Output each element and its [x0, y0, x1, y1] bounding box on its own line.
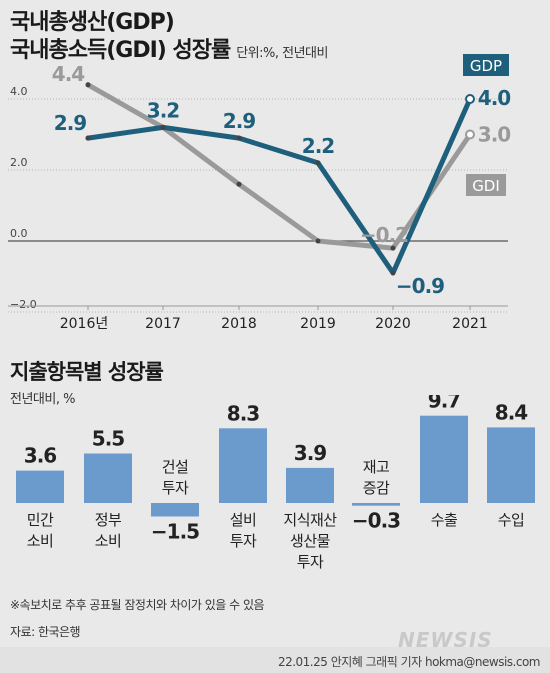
series-line-gdp — [85, 96, 473, 276]
bar-category-label: 민간 — [27, 511, 54, 529]
legend-label-gdi: GDI — [472, 177, 500, 195]
y-tick-label: −2.0 — [10, 298, 37, 311]
gdp-data-label: 2.2 — [302, 134, 335, 158]
bar-category-label: 재고 — [363, 458, 390, 476]
bar-value-label: −1.5 — [151, 520, 199, 544]
series-line-gdi — [85, 82, 473, 251]
line-chart-title-line2: 국내총소득(GDI) 성장률 단위:%, 전년대비 — [10, 32, 328, 64]
legend-label-gdp: GDP — [470, 57, 502, 75]
line-chart-series — [85, 82, 475, 276]
bar-category-label: 투자 — [230, 532, 257, 550]
bar-chart-value-labels: 3.6 5.5 −1.5 8.3 3.9 −0.3 9.7 8.4 — [24, 395, 529, 544]
source: 자료: 한국은행 — [10, 625, 81, 639]
x-tick-label: 2017 — [145, 316, 181, 332]
bar — [151, 503, 199, 517]
series-point-gdp — [390, 270, 396, 276]
bar-value-label: 8.4 — [495, 400, 528, 424]
series-point-gdp — [236, 135, 242, 141]
bar-value-label: 3.9 — [294, 441, 327, 465]
bar-category-label: 설비 — [230, 511, 257, 529]
credit: 22.01.25 안지혜 그래픽 기자 hokma@newsis.com — [277, 655, 541, 669]
bar-category-label: 지식재산 — [283, 511, 337, 529]
x-tick-label: 2020 — [375, 316, 411, 332]
series-point-gdp — [160, 124, 166, 130]
bar-category-label: 투자 — [297, 553, 324, 571]
bar-value-label: 8.3 — [227, 401, 260, 425]
bar — [286, 467, 334, 503]
bar-chart-bars — [16, 415, 535, 517]
bar-category-label: 생산물 — [290, 532, 330, 550]
bar — [352, 503, 400, 506]
footnote: ※속보치로 추후 공표될 잠정치와 차이가 있을 수 있음 — [10, 598, 265, 612]
series-point-gdp — [465, 94, 475, 104]
bar-value-label: 5.5 — [92, 427, 125, 451]
line-chart-unit: 단위:%, 전년대비 — [236, 46, 328, 61]
line-chart-legend: GDP GDI — [463, 54, 509, 196]
bar-chart: 3.65.5−1.58.33.9−0.39.7 8.4 민간소비정부소비건설투자설… — [16, 395, 535, 571]
bar-value-label: 3.6 — [24, 444, 57, 468]
x-tick-label: 2021 — [452, 316, 488, 332]
line-chart-y-ticks: 4.0 2.0 0.0 −2.0 — [10, 85, 37, 311]
gdi-data-label: −0.2 — [360, 223, 408, 247]
line-chart-grid — [8, 98, 508, 313]
bar — [16, 470, 64, 503]
y-tick-label: 2.0 — [10, 156, 28, 169]
bar-category-label: 소비 — [27, 532, 54, 550]
line-chart-title-line1: 국내총생산(GDP) — [10, 10, 175, 35]
bar-category-label: 건설 — [162, 458, 189, 476]
bar-category-label: 수입 — [498, 511, 525, 529]
series-point-gdi — [465, 129, 475, 140]
bar-category-label: 정부 — [95, 511, 122, 529]
legend-swatch-gdp — [463, 54, 509, 76]
x-tick-label: 2018 — [221, 316, 257, 332]
gdp-data-label: 3.2 — [147, 98, 180, 122]
x-tick-label: 2016년 — [60, 316, 109, 332]
series-point-gdi — [390, 245, 396, 251]
series-point-gdp — [315, 160, 321, 166]
bar — [219, 428, 267, 503]
legend-swatch-gdi — [466, 174, 506, 196]
gdp-data-label: 2.9 — [223, 109, 256, 133]
bar-chart-title: 지출항목별 성장률 — [10, 360, 164, 384]
gdi-data-label: 4.4 — [52, 62, 85, 86]
bar-category-label: 투자 — [162, 479, 189, 497]
bar — [487, 427, 535, 503]
gdp-data-label: −0.9 — [396, 274, 444, 298]
line-chart: 4.02.00.0−2.0 2016년 2017 2018 2019 2020 2021 … — [8, 54, 512, 332]
bar — [84, 453, 132, 503]
x-tick-label: 2019 — [300, 316, 336, 332]
y-tick-label: 4.0 — [10, 85, 28, 98]
bar-chart-unit: 전년대비, % — [10, 392, 75, 407]
bar — [420, 415, 468, 503]
series-point-gdi — [315, 238, 321, 244]
footer-bar — [0, 647, 550, 673]
bar-category-label: 증감 — [363, 479, 390, 497]
bar-value-label: 9.7 — [428, 395, 461, 413]
line-chart-title-text: 국내총소득(GDI) 성장률 — [10, 38, 231, 63]
y-tick-label: 0.0 — [10, 227, 28, 240]
series-point-gdi — [236, 181, 242, 187]
line-chart-data-labels: 2.9 3.2 2.9 2.2 −0.9 4.0 4.4 −0.2 3.0 — [52, 62, 512, 298]
gdi-data-label: 3.0 — [478, 123, 511, 147]
series-point-gdp — [85, 135, 91, 141]
gdp-data-label: 4.0 — [478, 86, 511, 110]
bar-value-label: −0.3 — [352, 509, 400, 533]
line-chart-x-ticks: 2016년 2017 2018 2019 2020 2021 — [8, 305, 508, 332]
gdp-data-label: 2.9 — [54, 111, 87, 135]
series-point-gdi — [85, 82, 91, 88]
bar-category-label: 수출 — [431, 511, 458, 529]
bar-category-label: 소비 — [95, 532, 122, 550]
